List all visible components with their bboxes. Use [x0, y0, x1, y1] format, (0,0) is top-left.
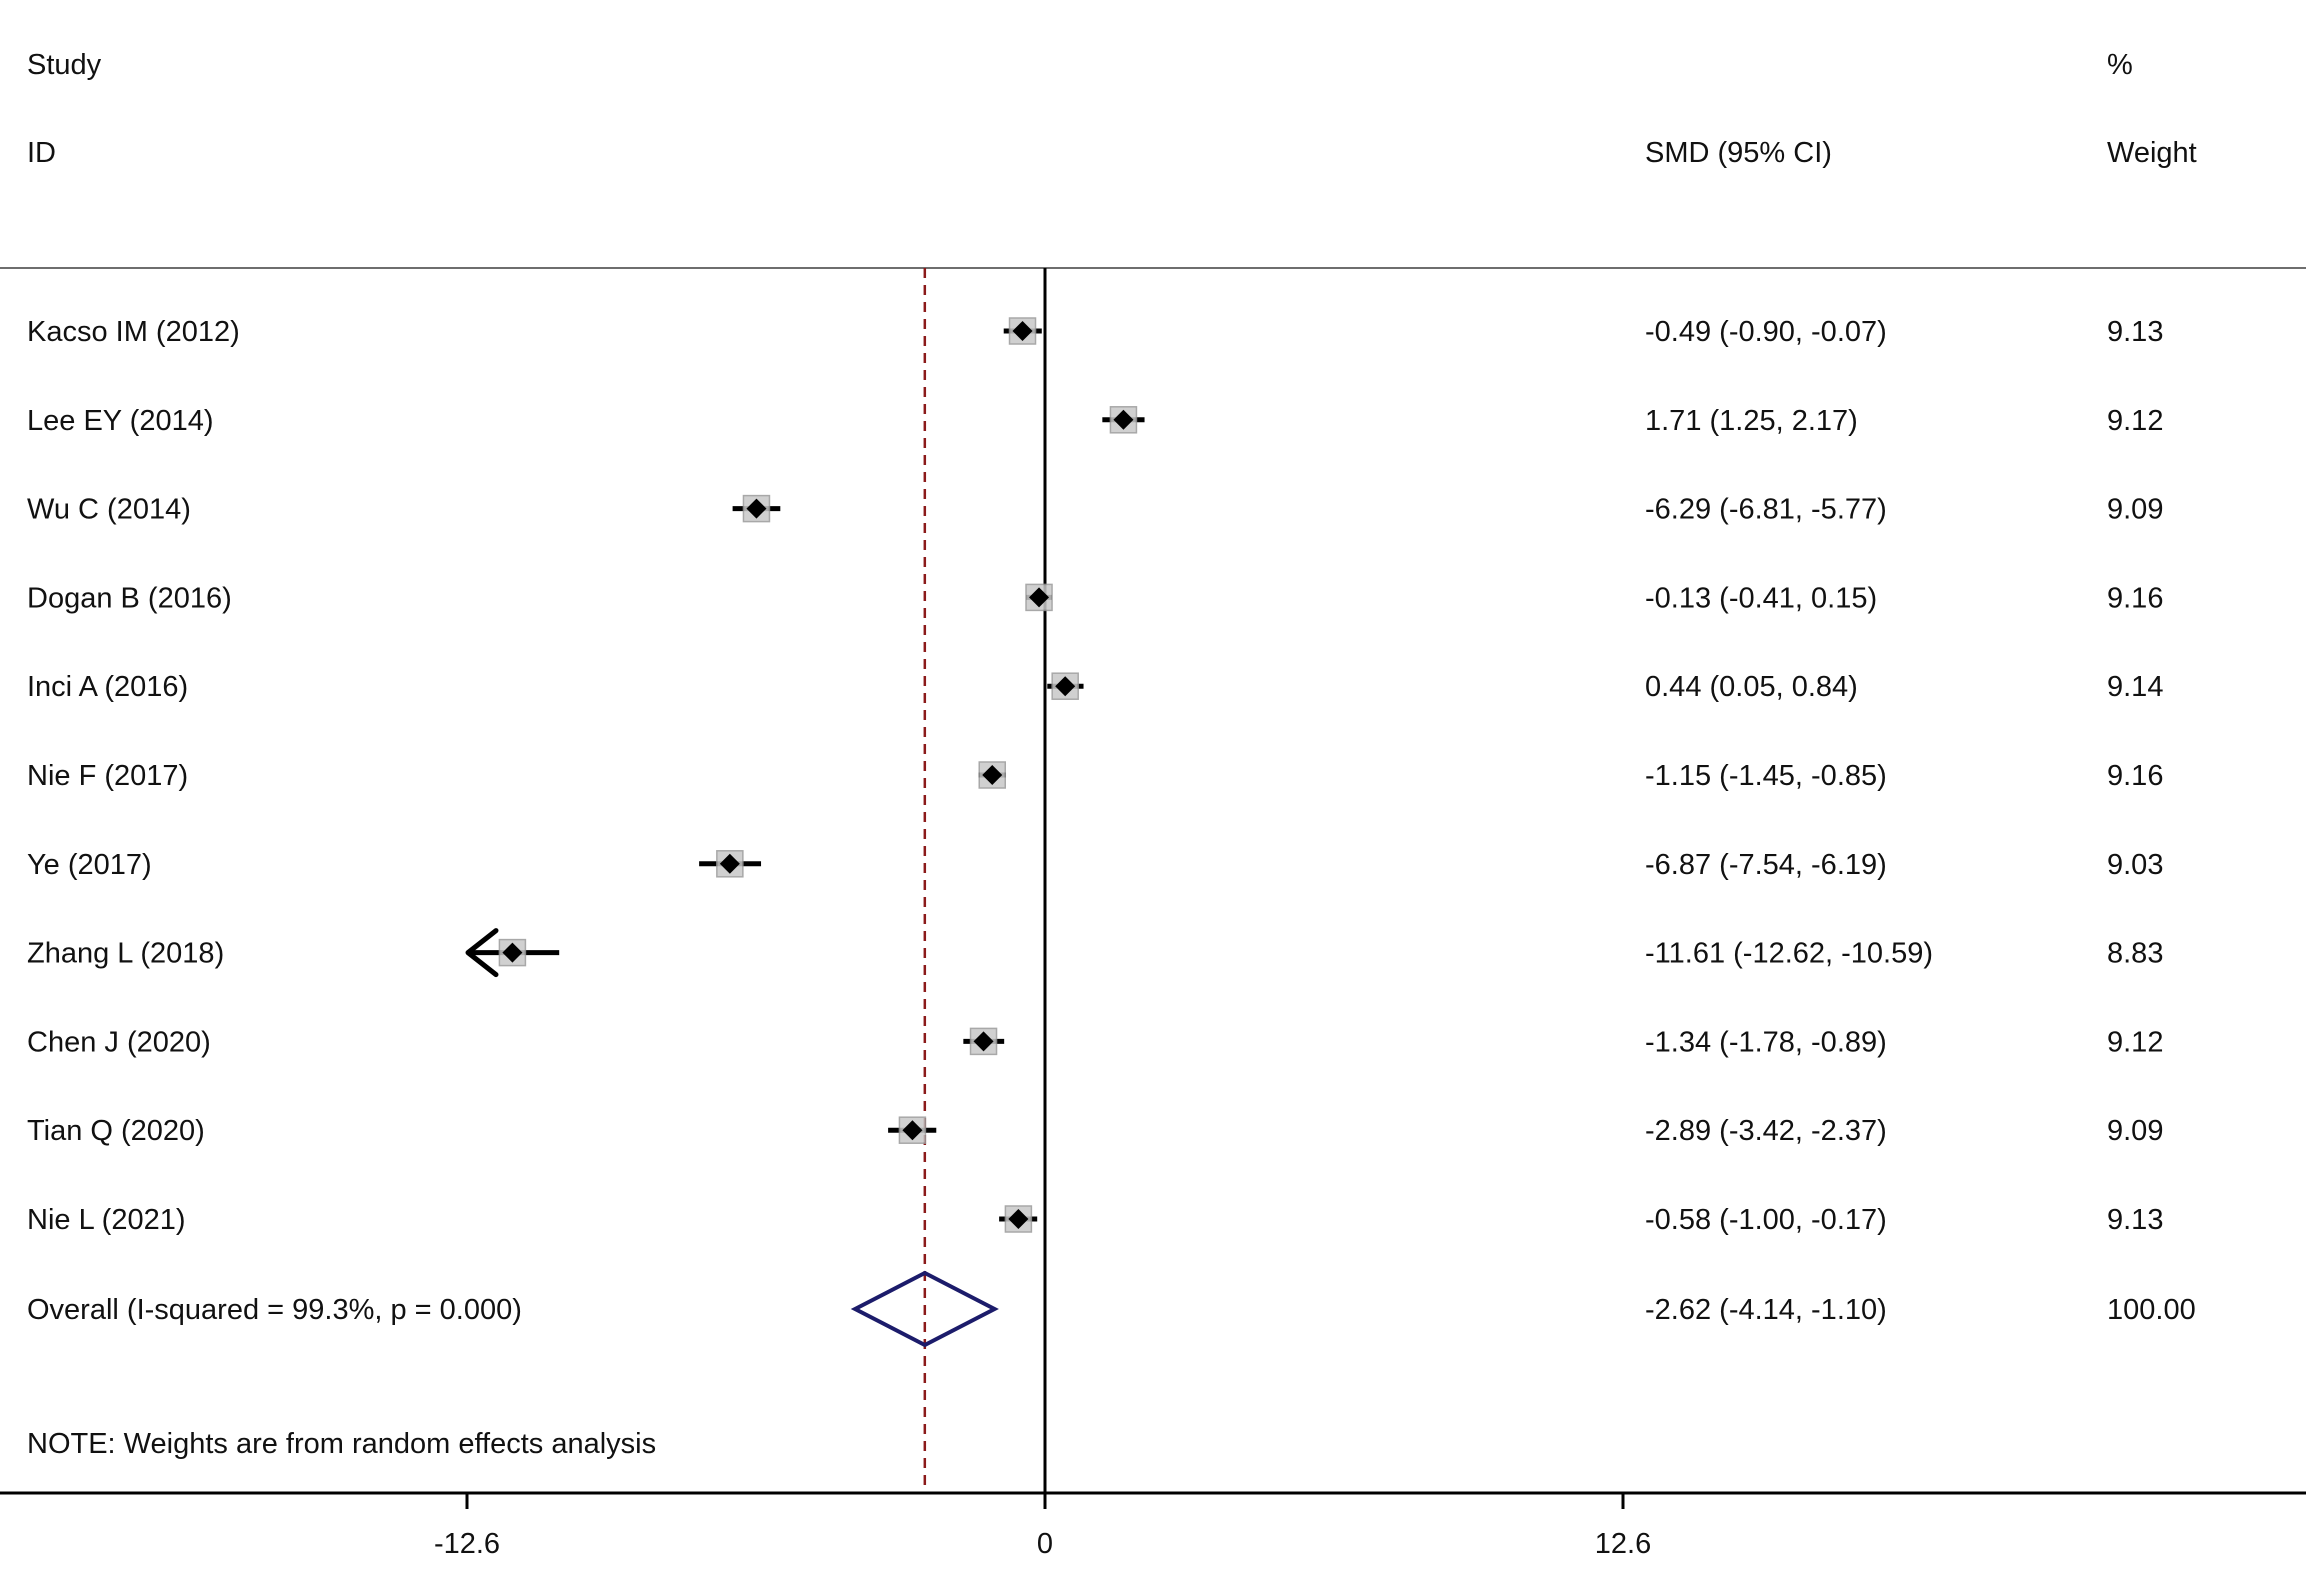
study-label: Ye (2017): [27, 849, 152, 881]
x-tick-label: 12.6: [1595, 1528, 1651, 1560]
study-ci-label: -2.89 (-3.42, -2.37): [1645, 1115, 1887, 1147]
study-label: Zhang L (2018): [27, 938, 224, 970]
study-ci-label: 1.71 (1.25, 2.17): [1645, 405, 1858, 437]
point-estimate: [1055, 676, 1076, 697]
study-label: Dogan B (2016): [27, 582, 232, 614]
header-id: ID: [27, 137, 56, 169]
study-label: Nie F (2017): [27, 760, 188, 792]
study-ci-label: -0.49 (-0.90, -0.07): [1645, 316, 1887, 348]
point-estimate: [502, 942, 523, 963]
study-label: Nie L (2021): [27, 1204, 186, 1236]
study-label: Lee EY (2014): [27, 405, 214, 437]
footnote: NOTE: Weights are from random effects an…: [27, 1428, 656, 1460]
overall-ci-label: -2.62 (-4.14, -1.10): [1645, 1294, 1887, 1326]
study-ci-label: -6.87 (-7.54, -6.19): [1645, 849, 1887, 881]
header-study: Study: [27, 49, 102, 81]
study-ci-label: -11.61 (-12.62, -10.59): [1645, 938, 1933, 970]
study-ci-label: -6.29 (-6.81, -5.77): [1645, 494, 1887, 526]
study-label: Chen J (2020): [27, 1026, 211, 1058]
point-estimate: [1113, 409, 1134, 430]
study-label: Inci A (2016): [27, 671, 188, 703]
study-weight-label: 9.13: [2107, 316, 2163, 348]
study-ci-label: -0.58 (-1.00, -0.17): [1645, 1204, 1887, 1236]
study-weight-label: 9.14: [2107, 671, 2163, 703]
point-estimate: [1008, 1209, 1029, 1229]
point-estimate: [746, 498, 767, 519]
study-weight-label: 8.83: [2107, 938, 2163, 970]
point-estimate: [1012, 321, 1033, 341]
study-weight-label: 9.09: [2107, 494, 2163, 526]
point-estimate: [902, 1120, 923, 1141]
study-label: Tian Q (2020): [27, 1115, 205, 1147]
study-weight-label: 9.13: [2107, 1204, 2163, 1236]
header-smd: SMD (95% CI): [1645, 137, 1832, 169]
study-label: Kacso IM (2012): [27, 316, 240, 348]
header-percent: %: [2107, 49, 2133, 81]
study-ci-label: -0.13 (-0.41, 0.15): [1645, 582, 1877, 614]
study-weight-label: 9.16: [2107, 760, 2163, 792]
study-ci-label: -1.34 (-1.78, -0.89): [1645, 1026, 1887, 1058]
study-ci-label: 0.44 (0.05, 0.84): [1645, 671, 1858, 703]
study-weight-label: 9.09: [2107, 1115, 2163, 1147]
x-tick-label: -12.6: [434, 1528, 500, 1560]
study-ci-label: -1.15 (-1.45, -0.85): [1645, 760, 1887, 792]
point-estimate: [973, 1031, 994, 1052]
point-estimate: [1029, 587, 1050, 608]
study-weight-label: 9.12: [2107, 1026, 2163, 1058]
overall-diamond: [850, 1270, 999, 1348]
study-label: Wu C (2014): [27, 494, 191, 526]
overall-label: Overall (I-squared = 99.3%, p = 0.000): [27, 1294, 522, 1326]
x-tick-label: 0: [1037, 1528, 1053, 1560]
header-weight: Weight: [2107, 137, 2197, 169]
ci-clip-arrow: [465, 928, 499, 978]
study-weight-label: 9.12: [2107, 405, 2163, 437]
study-weight-label: 9.03: [2107, 849, 2163, 881]
point-estimate: [982, 765, 1003, 785]
study-weight-label: 9.16: [2107, 582, 2163, 614]
point-estimate: [719, 853, 740, 874]
overall-weight-label: 100.00: [2107, 1294, 2196, 1326]
